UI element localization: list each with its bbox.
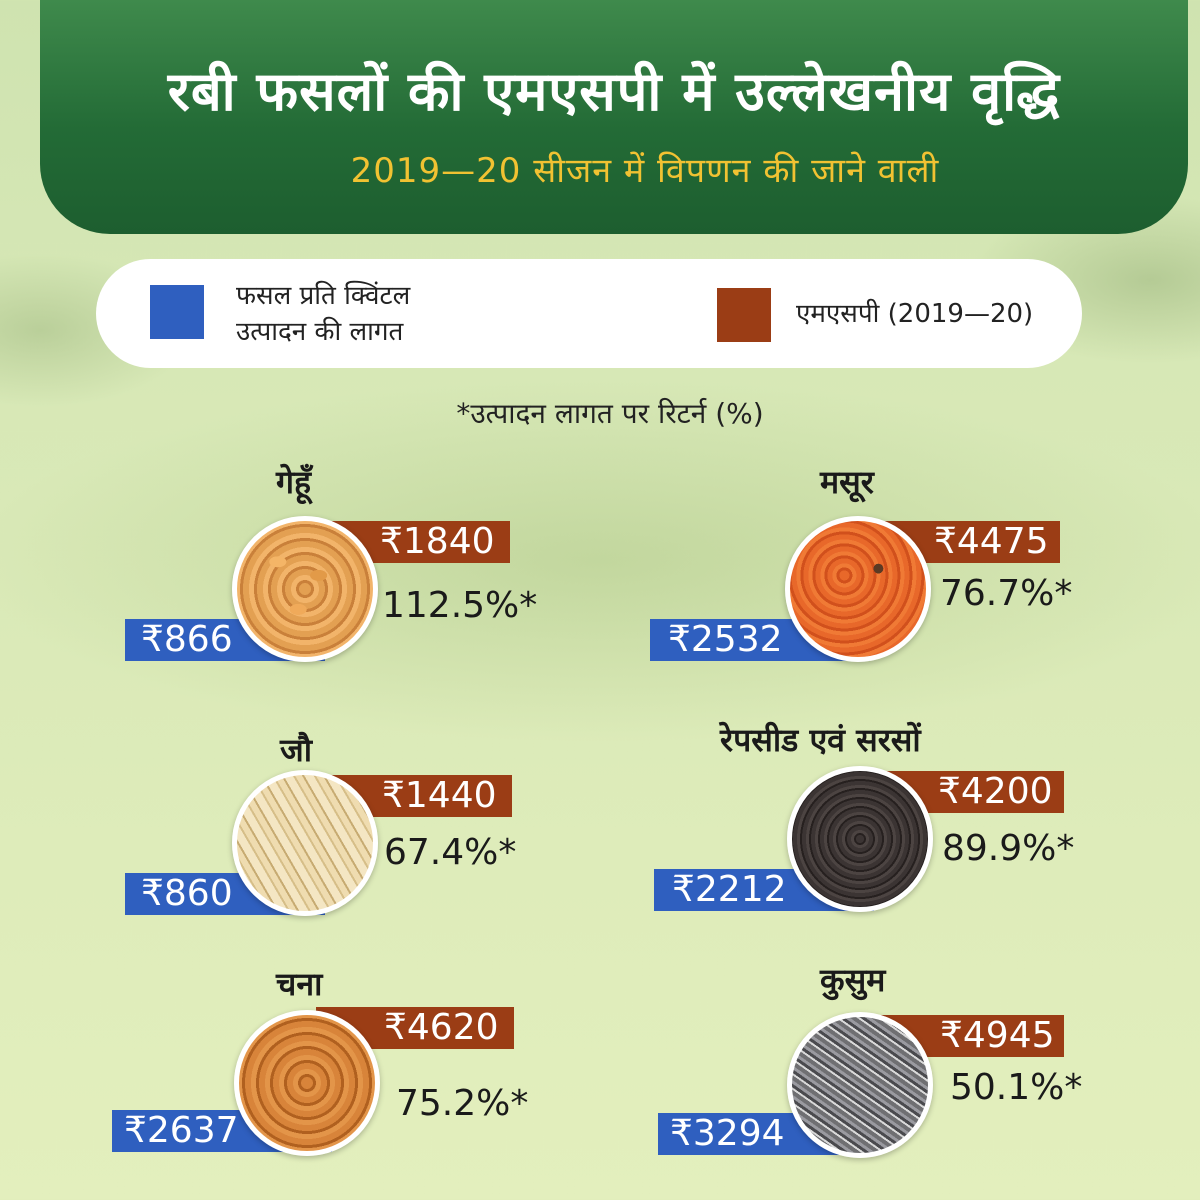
legend-cost-line1: फसल प्रति क्विंटल bbox=[236, 281, 411, 311]
wheat-grains-image bbox=[232, 516, 378, 662]
crop-name: मसूर bbox=[820, 463, 874, 501]
safflower-seeds-image bbox=[787, 1012, 933, 1158]
legend-cost-line2: उत्पादन की लागत bbox=[236, 317, 404, 347]
legend: फसल प्रति क्विंटल उत्पादन की लागत एमएसपी… bbox=[96, 259, 1082, 368]
return-percent: 76.7%* bbox=[940, 573, 1073, 614]
return-percent: 112.5%* bbox=[382, 585, 538, 626]
red-lentils-image bbox=[785, 516, 931, 662]
chickpeas-image bbox=[234, 1010, 380, 1156]
crop-name: गेहूँ bbox=[276, 463, 312, 501]
page-subtitle: 2019—20 सीजन में विपणन की जाने वाली bbox=[350, 151, 940, 191]
return-percent: 89.9%* bbox=[942, 828, 1075, 869]
legend-msp-label: एमएसपी (2019—20) bbox=[796, 299, 1034, 329]
legend-cost-swatch bbox=[150, 285, 204, 339]
crop-name: चना bbox=[276, 965, 323, 1003]
return-percent: 75.2%* bbox=[396, 1083, 529, 1124]
mustard-seeds-image bbox=[787, 766, 933, 912]
legend-msp-swatch bbox=[717, 288, 771, 342]
header-banner bbox=[40, 0, 1188, 234]
crop-name: रेपसीड एवं सरसों bbox=[720, 721, 921, 759]
return-percent: 50.1%* bbox=[950, 1067, 1083, 1108]
page-title: रबी फसलों की एमएसपी में उल्लेखनीय वृद्धि bbox=[167, 60, 1061, 123]
crop-name: जौ bbox=[280, 731, 313, 769]
barley-grains-image bbox=[232, 770, 378, 916]
return-note: *उत्पादन लागत पर रिटर्न (%) bbox=[456, 397, 764, 430]
return-percent: 67.4%* bbox=[384, 832, 517, 873]
crop-name: कुसुम bbox=[820, 961, 886, 999]
legend-cost-label: फसल प्रति क्विंटल उत्पादन की लागत bbox=[236, 278, 410, 350]
